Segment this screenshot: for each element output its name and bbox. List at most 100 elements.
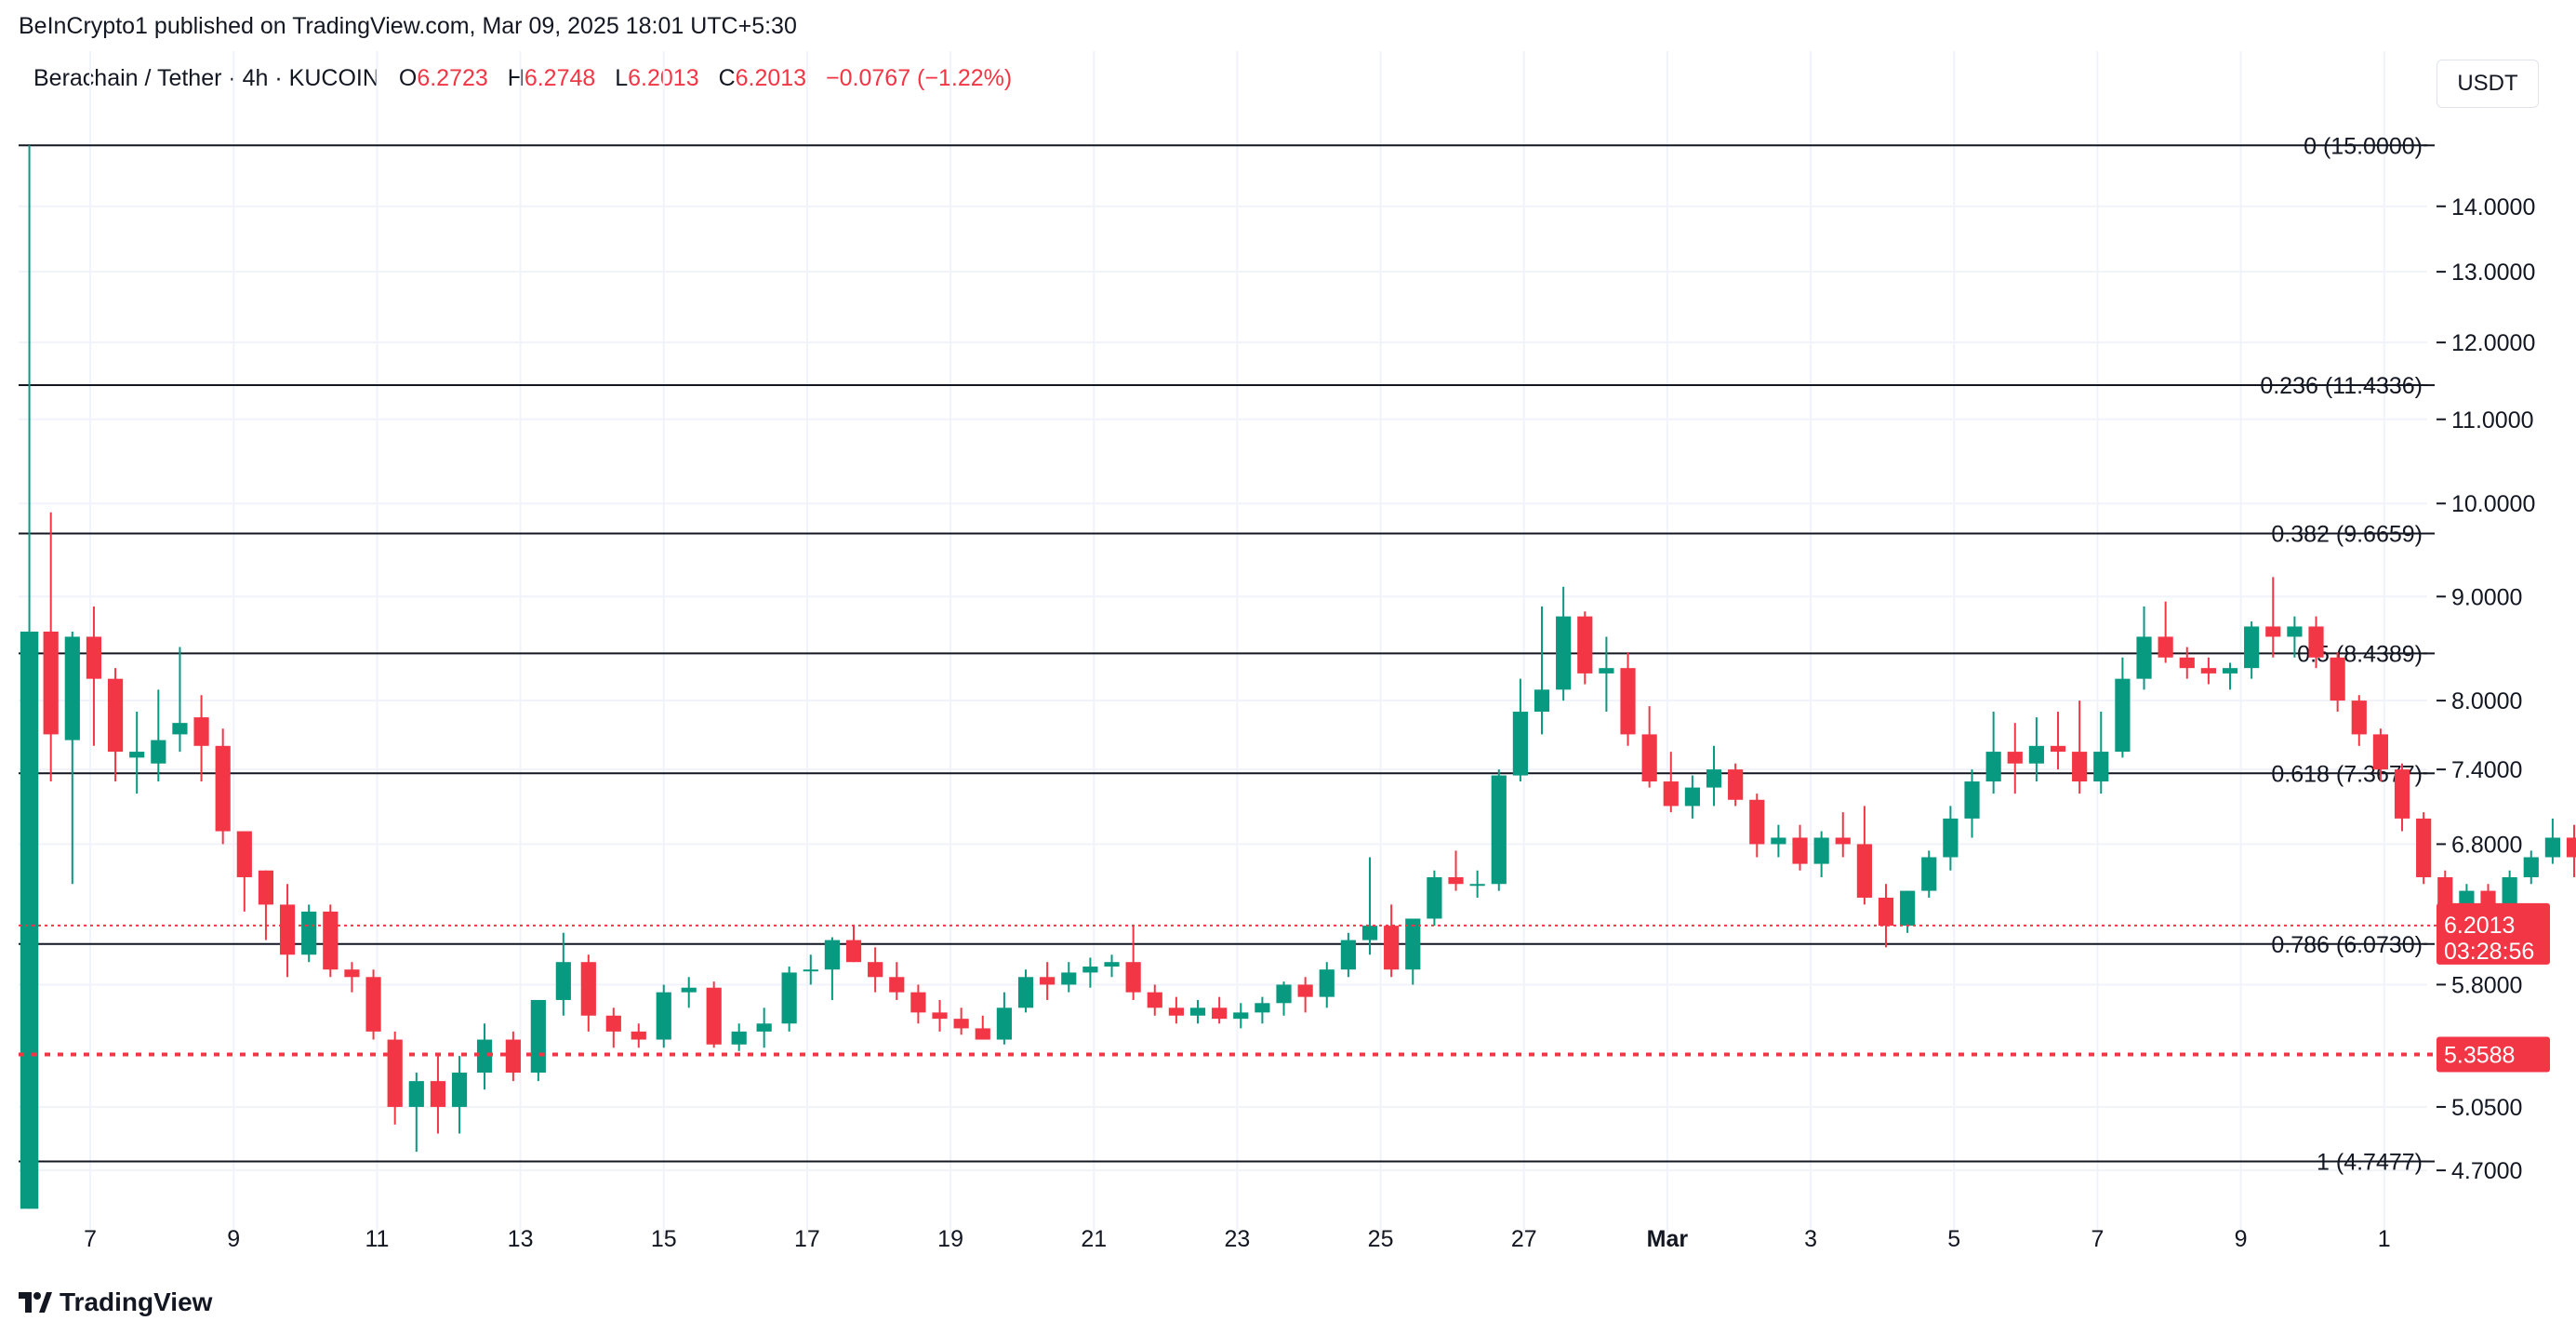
candle-body xyxy=(932,1012,948,1020)
time-tick-label: 21 xyxy=(1081,1226,1107,1252)
open-label: O xyxy=(398,65,418,91)
time-tick-label: 25 xyxy=(1368,1226,1394,1252)
candle-body xyxy=(2093,752,2109,782)
time-tick-label: 5 xyxy=(1947,1226,1960,1252)
bar-countdown-label: 03:28:56 xyxy=(2444,939,2534,965)
candle-body xyxy=(2244,626,2260,669)
candle-body xyxy=(1620,668,1636,735)
price-tick-label: 7.4000 xyxy=(2451,757,2522,783)
candle-body xyxy=(910,992,926,1013)
currency-button[interactable]: USDT xyxy=(2437,60,2539,108)
candle-body xyxy=(408,1081,424,1107)
candle-body xyxy=(1427,876,1442,919)
support-badge xyxy=(2437,1036,2550,1073)
price-axis: 14.0000 13.0000 12.0000 11.0000 10.0000 9.000… xyxy=(2423,144,2550,1184)
candle-body xyxy=(1384,926,1400,970)
candle-body xyxy=(1921,857,1937,891)
candle-body xyxy=(151,740,166,764)
time-tick-label: 27 xyxy=(1511,1226,1537,1252)
candle-body xyxy=(236,831,252,877)
candle-body xyxy=(1491,775,1507,885)
candle-body xyxy=(530,999,546,1074)
candle-body xyxy=(1319,969,1334,997)
candle-body xyxy=(1189,1007,1206,1016)
candle-body xyxy=(2287,626,2303,637)
candle-body xyxy=(129,752,145,758)
price-tick-label: 14.0000 xyxy=(2451,194,2535,220)
candle-body xyxy=(1900,890,1916,927)
candle-body xyxy=(86,636,102,679)
candle-body xyxy=(1813,837,1829,864)
candle-body xyxy=(1556,616,1572,690)
time-tick-label: 3 xyxy=(1804,1226,1817,1252)
candle-body xyxy=(20,631,39,1209)
candle-body xyxy=(681,987,697,993)
symbol-legend: Berachain / Tether · 4h · KUCOIN O6.2723… xyxy=(33,65,1012,92)
candle-body xyxy=(2050,745,2066,753)
candle-body xyxy=(1082,966,1098,973)
candles xyxy=(20,145,2576,1209)
brand-name: TradingView xyxy=(60,1287,213,1316)
candle-body xyxy=(193,717,209,746)
candle-body xyxy=(1964,781,1980,819)
candle-body xyxy=(1728,769,1744,800)
support-price-label: 5.3588 xyxy=(2444,1043,2515,1069)
candle-body xyxy=(1340,940,1356,970)
candle-body xyxy=(344,969,360,978)
candle-body xyxy=(975,1028,990,1040)
current-price-badge xyxy=(2437,902,2550,965)
candle-body xyxy=(215,745,231,832)
candle-body xyxy=(1361,926,1378,940)
candle-body xyxy=(476,1039,493,1074)
candle-body xyxy=(1835,837,1851,845)
candle-body xyxy=(2072,752,2088,782)
tradingview-logo[interactable]: TradingView xyxy=(19,1287,212,1317)
candle-body xyxy=(1771,837,1786,845)
time-tick-label: 7 xyxy=(2091,1226,2104,1252)
candle-body xyxy=(279,904,296,955)
high-value: 6.2748 xyxy=(524,65,596,91)
time-tick-label: Mar xyxy=(1647,1226,1689,1252)
candle-body xyxy=(323,911,339,970)
price-chart[interactable]: 0 (15.0000) 0.236 (11.4336) 0.382 (9.6659)… xyxy=(0,0,2576,1284)
candle-body xyxy=(2330,657,2345,701)
fib-label: 0.382 (9.6659) xyxy=(2271,522,2423,548)
candle-body xyxy=(845,940,862,963)
candle-body xyxy=(64,636,80,740)
candle-body xyxy=(505,1039,521,1074)
price-tick-label: 6.8000 xyxy=(2451,832,2522,858)
time-tick-label: 1 xyxy=(2378,1226,2391,1252)
price-tick-label: 12.0000 xyxy=(2451,330,2535,356)
candle-body xyxy=(656,992,671,1040)
fib-label: 0 (15.0000) xyxy=(2304,133,2423,159)
candle-body xyxy=(1125,962,1141,993)
candle-body xyxy=(2308,626,2324,658)
candle-body xyxy=(2115,678,2131,753)
price-tick-label: 4.7000 xyxy=(2451,1158,2522,1184)
time-axis: 7 9 11 13 15 17 19 21 23 25 27 Mar 3 5 7 9 1 xyxy=(84,1226,2391,1252)
tradingview-logo-icon xyxy=(19,1292,52,1313)
candle-body xyxy=(172,723,188,735)
candle-body xyxy=(803,969,818,972)
fib-label: 0.236 (11.4336) xyxy=(2260,373,2423,399)
candle-body xyxy=(706,987,722,1045)
candle-body xyxy=(2523,857,2539,877)
candle-body xyxy=(2416,818,2432,877)
candle-body xyxy=(2372,734,2388,770)
candle-body xyxy=(1233,1012,1249,1020)
price-tick-label: 8.0000 xyxy=(2451,688,2522,714)
candle-body xyxy=(953,1019,969,1029)
candle-body xyxy=(1856,844,1872,898)
candle-body xyxy=(1749,799,1765,845)
candle-body xyxy=(1512,712,1528,776)
change-value: −0.0767 (−1.22%) xyxy=(826,65,1013,91)
candle-body xyxy=(2222,668,2238,674)
candle-body xyxy=(2351,700,2367,735)
candle-body xyxy=(1943,818,1959,858)
candle-body xyxy=(1663,781,1679,807)
candle-body xyxy=(1276,984,1292,1004)
candle-body xyxy=(2136,636,2152,679)
candle-body xyxy=(2394,769,2410,819)
fib-label: 1 (4.7477) xyxy=(2317,1150,2423,1176)
candle-body xyxy=(1405,918,1421,970)
